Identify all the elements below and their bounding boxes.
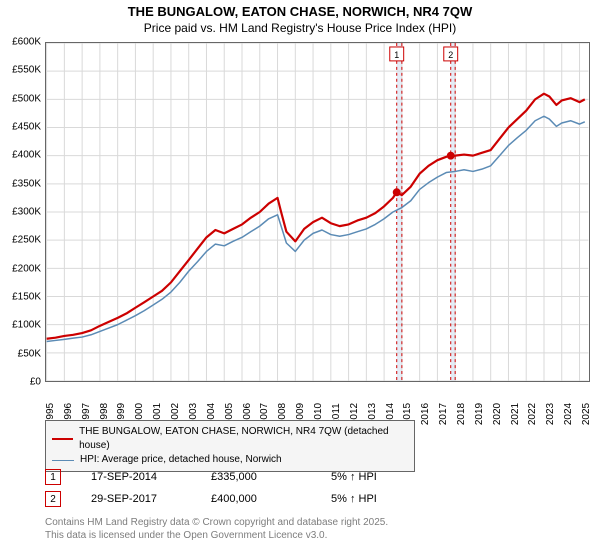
y-tick-label: £0 bbox=[0, 377, 44, 388]
title-line1: THE BUNGALOW, EATON CHASE, NORWICH, NR4 … bbox=[0, 4, 600, 19]
y-tick-label: £100K bbox=[0, 320, 44, 331]
y-tick-label: £400K bbox=[0, 150, 44, 161]
legend-row-2: HPI: Average price, detached house, Norw… bbox=[52, 453, 408, 467]
legend-swatch-2 bbox=[52, 460, 74, 461]
svg-text:1: 1 bbox=[394, 50, 399, 60]
y-tick-label: £550K bbox=[0, 65, 44, 76]
x-tick-label: 2017 bbox=[438, 403, 449, 425]
footer-line2: This data is licensed under the Open Gov… bbox=[45, 529, 388, 542]
y-tick-label: £250K bbox=[0, 235, 44, 246]
legend-label-2: HPI: Average price, detached house, Norw… bbox=[80, 453, 282, 467]
legend-row-1: THE BUNGALOW, EATON CHASE, NORWICH, NR4 … bbox=[52, 425, 408, 453]
marker-badge-2: 2 bbox=[45, 491, 61, 507]
x-tick-label: 2022 bbox=[527, 403, 538, 425]
svg-text:2: 2 bbox=[448, 50, 453, 60]
marker-delta-1: 5% ↑ HPI bbox=[331, 471, 421, 483]
root: THE BUNGALOW, EATON CHASE, NORWICH, NR4 … bbox=[0, 0, 600, 560]
y-tick-label: £50K bbox=[0, 348, 44, 359]
legend: THE BUNGALOW, EATON CHASE, NORWICH, NR4 … bbox=[45, 420, 415, 472]
y-tick-label: £150K bbox=[0, 292, 44, 303]
footer: Contains HM Land Registry data © Crown c… bbox=[45, 516, 388, 542]
marker-date-1: 17-SEP-2014 bbox=[91, 471, 181, 483]
legend-label-1: THE BUNGALOW, EATON CHASE, NORWICH, NR4 … bbox=[79, 425, 408, 453]
y-tick-label: £200K bbox=[0, 263, 44, 274]
marker-badge-1: 1 bbox=[45, 469, 61, 485]
legend-swatch-1 bbox=[52, 438, 73, 440]
y-tick-label: £350K bbox=[0, 178, 44, 189]
x-tick-label: 2020 bbox=[492, 403, 503, 425]
line-chart: 12 bbox=[45, 42, 590, 382]
marker-price-1: £335,000 bbox=[211, 471, 301, 483]
x-tick-label: 2024 bbox=[563, 403, 574, 425]
x-tick-label: 2019 bbox=[474, 403, 485, 425]
x-tick-label: 2023 bbox=[545, 403, 556, 425]
y-tick-label: £300K bbox=[0, 207, 44, 218]
marker-row-2: 2 29-SEP-2017 £400,000 5% ↑ HPI bbox=[45, 488, 421, 510]
marker-price-2: £400,000 bbox=[211, 493, 301, 505]
marker-table: 1 17-SEP-2014 £335,000 5% ↑ HPI 2 29-SEP… bbox=[45, 466, 421, 510]
y-tick-label: £450K bbox=[0, 122, 44, 133]
y-tick-label: £600K bbox=[0, 37, 44, 48]
x-tick-label: 2016 bbox=[420, 403, 431, 425]
title-line2: Price paid vs. HM Land Registry's House … bbox=[0, 21, 600, 35]
x-tick-label: 2018 bbox=[456, 403, 467, 425]
x-tick-label: 2025 bbox=[581, 403, 592, 425]
x-tick-label: 2021 bbox=[510, 403, 521, 425]
footer-line1: Contains HM Land Registry data © Crown c… bbox=[45, 516, 388, 529]
marker-delta-2: 5% ↑ HPI bbox=[331, 493, 421, 505]
title-block: THE BUNGALOW, EATON CHASE, NORWICH, NR4 … bbox=[0, 0, 600, 35]
y-tick-label: £500K bbox=[0, 93, 44, 104]
marker-date-2: 29-SEP-2017 bbox=[91, 493, 181, 505]
chart-area: 12 bbox=[45, 42, 590, 382]
marker-row-1: 1 17-SEP-2014 £335,000 5% ↑ HPI bbox=[45, 466, 421, 488]
